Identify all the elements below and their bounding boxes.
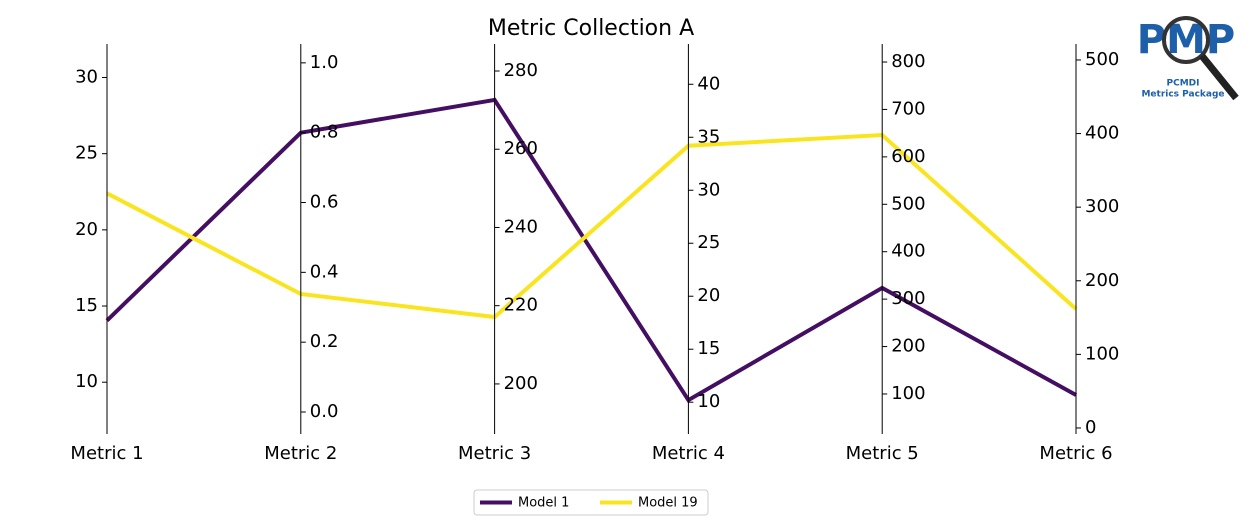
y-tick-label: 300 [1085,196,1119,217]
logo-text: PMP [1137,17,1235,63]
y-tick-label: 200 [1085,270,1119,291]
y-tick-label: 0.2 [310,331,339,352]
y-tick-label: 400 [1085,123,1119,144]
axis-label: Metric 6 [1039,443,1112,464]
y-tick-label: 25 [75,143,98,164]
legend-label: Model 19 [638,496,698,511]
y-tick-label: 0.6 [310,192,339,213]
y-tick-label: 40 [697,73,720,94]
y-tick-label: 700 [891,98,925,119]
y-tick-label: 10 [75,371,98,392]
logo-handle [1199,53,1239,101]
y-tick-label: 15 [697,338,720,359]
y-tick-label: 100 [891,383,925,404]
axis-label: Metric 2 [264,443,337,464]
y-tick-label: 800 [891,51,925,72]
y-tick-label: 35 [697,126,720,147]
series-line [105,97,1077,403]
y-tick-label: 100 [1085,343,1119,364]
y-tick-label: 30 [75,67,98,88]
y-tick-label: 0.4 [310,261,339,282]
y-tick-label: 30 [697,179,720,200]
legend: Model 1 Model 19 [473,489,709,516]
y-tick-label: 0.0 [310,401,339,422]
y-tick-label: 500 [891,193,925,214]
chart-title: Metric Collection A [488,16,694,41]
logo-line: PCMDI [1167,79,1200,89]
y-tick-label: 260 [504,138,538,159]
y-tick-label: 280 [504,60,538,81]
series-line [106,133,1078,320]
logo: PMP PCMDI Metrics Package [1137,16,1239,101]
logo-line: Metrics Package [1141,90,1224,100]
y-tick-label: 600 [891,146,925,167]
y-tick-label: 200 [891,336,925,357]
y-tick-label: 0 [1085,417,1096,438]
y-tick-label: 10 [697,391,720,412]
y-tick-label: 400 [891,241,925,262]
y-tick-label: 1.0 [310,52,339,73]
axis-label: Metric 3 [458,443,531,464]
y-tick-label: 220 [504,295,538,316]
y-tick-label: 300 [891,288,925,309]
y-tick-label: 25 [697,232,720,253]
y-tick-label: 20 [75,219,98,240]
y-tick-label: 240 [504,216,538,237]
y-tick-label: 500 [1085,49,1119,70]
legend-box [473,489,709,516]
logo-lens [1162,16,1210,64]
y-tick-label: 15 [75,295,98,316]
y-tick-label: 200 [504,373,538,394]
axis-label: Metric 1 [70,443,143,464]
y-tick-label: 0.8 [310,122,339,143]
y-tick-label: 20 [697,285,720,306]
legend-label: Model 1 [518,496,569,511]
axis-label: Metric 5 [846,443,919,464]
axis-label: Metric 4 [652,443,725,464]
